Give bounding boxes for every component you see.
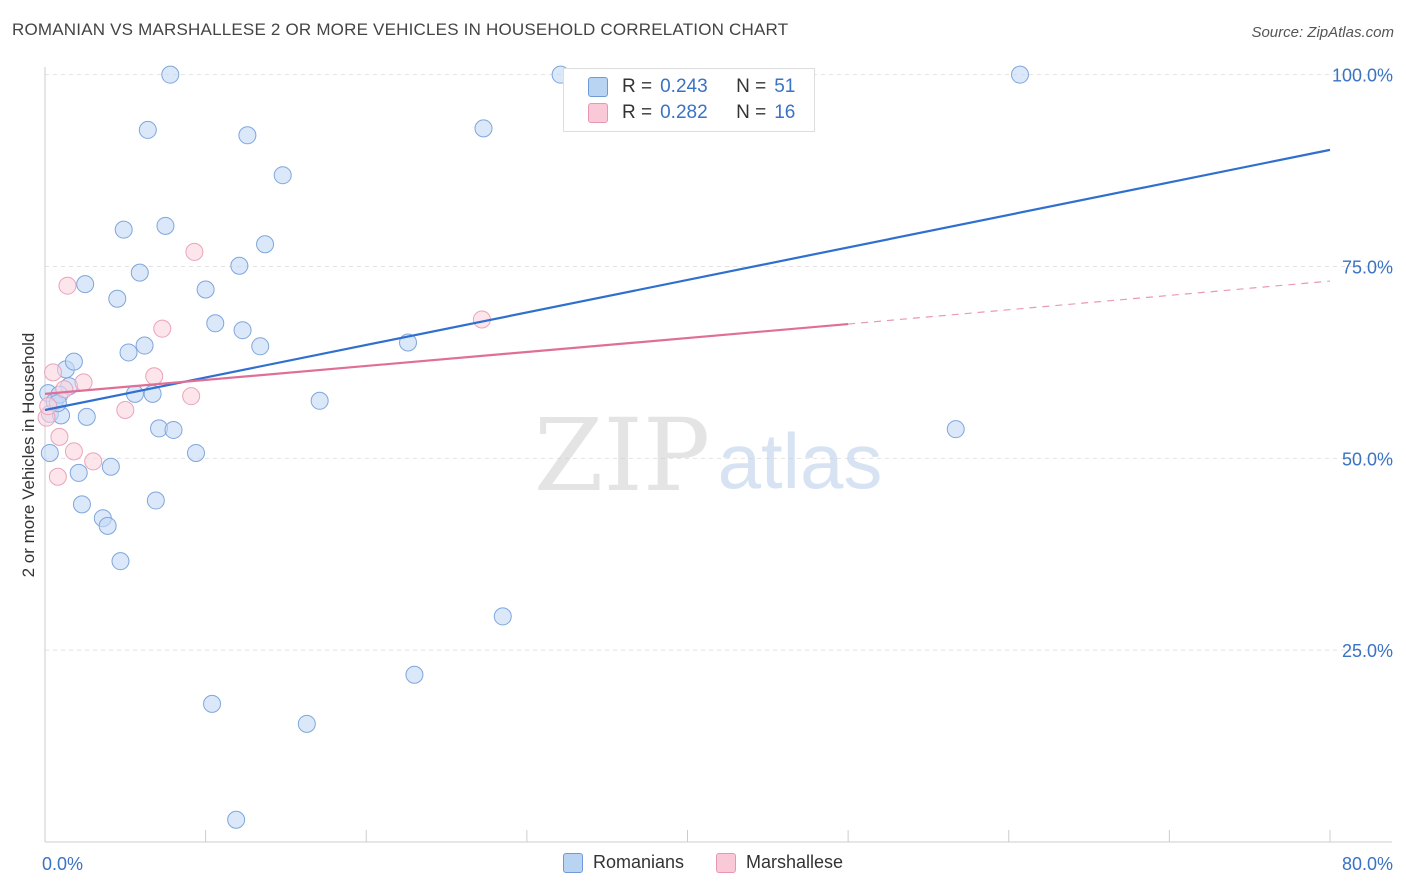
r-label: R = — [622, 102, 653, 123]
romanians-point[interactable] — [251, 337, 270, 356]
marshallese-point[interactable] — [74, 373, 93, 392]
romanians-point[interactable] — [69, 463, 88, 482]
romanians-point[interactable] — [164, 420, 183, 439]
legend-swatch-pink — [588, 103, 608, 123]
r-label: R = — [622, 76, 653, 97]
romanians-point[interactable] — [474, 119, 493, 138]
romanians-point[interactable] — [135, 336, 154, 355]
romanians-point[interactable] — [203, 694, 222, 713]
n-label: N = — [736, 76, 767, 97]
romanians-point[interactable] — [256, 235, 275, 254]
chart-title: ROMANIAN VS MARSHALLESE 2 OR MORE VEHICL… — [12, 20, 789, 39]
marshallese-point[interactable] — [55, 380, 74, 399]
y-tick-label: 75.0% — [1342, 258, 1393, 278]
romanians-point[interactable] — [946, 420, 965, 439]
marshallese-point[interactable] — [44, 363, 63, 382]
romanians-point[interactable] — [227, 810, 246, 829]
legend-item-marshallese[interactable]: Marshallese — [716, 852, 843, 873]
romanians-point[interactable] — [1010, 65, 1029, 84]
romanians-point[interactable] — [230, 256, 249, 275]
x-tick-label-max: 80.0% — [1342, 854, 1393, 874]
y-tick-label: 25.0% — [1342, 641, 1393, 661]
trend-lines — [44, 148, 1331, 412]
romanians-trend-line — [44, 148, 1331, 412]
watermark: ZIP atlas — [534, 397, 883, 514]
marshallese-trend-line — [44, 322, 849, 395]
romanians-point[interactable] — [493, 607, 512, 626]
source-label: Source: ZipAtlas.com — [1251, 24, 1394, 41]
romanians-point[interactable] — [196, 280, 215, 299]
legend-item-romanians[interactable]: Romanians — [562, 852, 684, 873]
romanians-point[interactable] — [64, 352, 83, 371]
romanians-point[interactable] — [238, 126, 257, 145]
correlation-legend: R = 0.243 N = 51 R = 0.282 N = 16 — [563, 68, 815, 132]
legend-row-marshallese: R = 0.282 N = 16 — [588, 101, 795, 125]
y-tick-label: 50.0% — [1342, 449, 1393, 469]
romanians-point[interactable] — [108, 289, 127, 308]
romanians-point[interactable] — [186, 443, 205, 462]
romanians-point[interactable] — [114, 220, 133, 239]
romanians-point[interactable] — [161, 65, 180, 84]
n-value: 51 — [774, 76, 796, 97]
marshallese-point[interactable] — [50, 427, 69, 446]
romanians-point[interactable] — [111, 552, 130, 571]
romanians-point[interactable] — [77, 407, 96, 426]
romanians-point[interactable] — [206, 314, 225, 333]
marshallese-point[interactable] — [58, 276, 77, 295]
romanians-point[interactable] — [273, 166, 292, 185]
marshallese-point[interactable] — [182, 387, 201, 406]
romanians-point[interactable] — [40, 443, 59, 462]
marshallese-point[interactable] — [185, 242, 204, 261]
tick-labels: 25.0% 50.0% 75.0% 100.0% 0.0% 80.0% — [42, 66, 1393, 874]
legend-label-marshallese: Marshallese — [746, 852, 844, 872]
r-value: 0.243 — [660, 76, 708, 97]
romanians-point[interactable] — [146, 491, 165, 510]
watermark-zip: ZIP — [534, 397, 710, 514]
legend-swatch-marshallese — [716, 852, 736, 873]
romanians-point[interactable] — [310, 391, 329, 410]
marshallese-point[interactable] — [116, 400, 135, 419]
r-value: 0.282 — [660, 102, 708, 123]
marshallese-point[interactable] — [64, 442, 83, 461]
x-tick-label-min: 0.0% — [42, 854, 83, 874]
n-label: N = — [736, 102, 767, 123]
watermark-atlas: atlas — [718, 417, 883, 505]
romanians-point[interactable] — [98, 516, 117, 535]
romanians-point[interactable] — [130, 263, 149, 282]
legend-swatch-romanians — [562, 852, 583, 873]
romanians-point[interactable] — [297, 714, 316, 733]
romanians-point[interactable] — [156, 216, 175, 235]
marshallese-point[interactable] — [39, 397, 58, 416]
romanians-point[interactable] — [233, 321, 252, 340]
marshallese-point[interactable] — [153, 319, 172, 338]
marshallese-point[interactable] — [48, 467, 67, 486]
n-value: 16 — [774, 102, 796, 123]
romanians-point[interactable] — [405, 665, 424, 684]
marshallese-point[interactable] — [84, 452, 103, 471]
romanians-point[interactable] — [76, 275, 95, 294]
series-legend: Romanians Marshallese — [0, 852, 1406, 873]
y-axis-label: 2 or more Vehicles in Household — [19, 333, 38, 578]
romanians-point[interactable] — [119, 343, 138, 362]
y-tick-label: 100.0% — [1332, 66, 1393, 86]
romanians-point[interactable] — [138, 120, 157, 139]
grid-lines — [45, 74, 1392, 651]
legend-swatch-blue — [588, 77, 608, 97]
legend-label-romanians: Romanians — [592, 852, 684, 872]
legend-row-romanians: R = 0.243 N = 51 — [588, 75, 795, 99]
romanians-point[interactable] — [72, 495, 91, 514]
romanians-point[interactable] — [101, 457, 120, 476]
marshallese-trend-extension — [848, 280, 1331, 325]
marshallese-point[interactable] — [145, 367, 164, 386]
